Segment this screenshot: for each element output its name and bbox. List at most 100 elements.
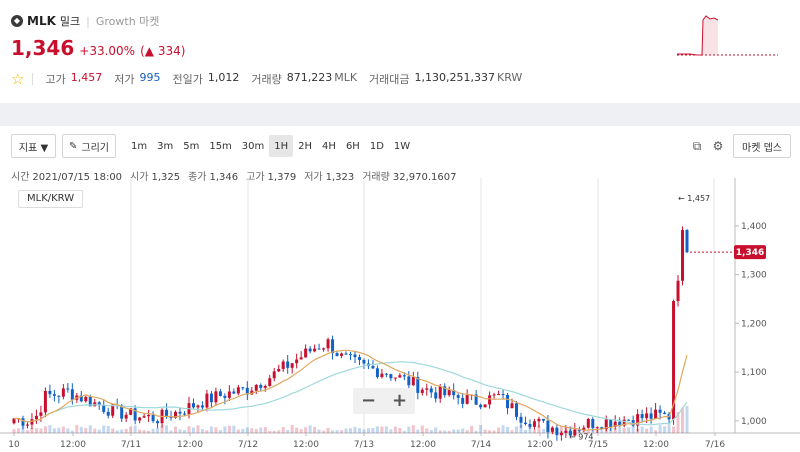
info-high: 고가 1,379	[246, 168, 296, 183]
volume-bar	[393, 426, 397, 433]
x-tick-label: 7/12	[238, 440, 258, 450]
candle-body	[497, 394, 501, 396]
candle-body	[218, 391, 222, 396]
candle-body	[380, 373, 384, 378]
market-depth-button[interactable]: 마켓 뎁스	[733, 134, 791, 158]
volume-bar	[25, 430, 29, 433]
candle-body	[384, 373, 388, 375]
gear-icon[interactable]: ⚙	[712, 139, 724, 153]
volume-bar	[555, 427, 559, 433]
volume-bar	[232, 425, 236, 433]
volume-bar	[492, 430, 496, 433]
x-tick-label: 12:00	[410, 440, 436, 450]
volume-bar	[461, 428, 465, 433]
candle-body	[393, 377, 397, 379]
volume-bar	[317, 429, 321, 433]
volume-bar	[295, 427, 299, 433]
volume-bar	[182, 430, 186, 433]
candle-body	[102, 405, 106, 412]
volume-bar	[263, 427, 267, 433]
stat-value: 1,457	[70, 71, 103, 84]
zoom-in-button[interactable]: +	[391, 390, 408, 411]
candle-body	[645, 413, 649, 419]
x-tick-label: 7/14	[471, 440, 491, 450]
volume-bar	[93, 428, 97, 433]
candle-body	[232, 391, 236, 394]
interval-1w[interactable]: 1W	[393, 140, 411, 152]
interval-1h[interactable]: 1H	[269, 135, 294, 157]
volume-bar	[12, 429, 16, 433]
volume-bar	[479, 425, 483, 433]
candle-body	[568, 430, 572, 436]
coin-logo-icon: ◆	[11, 15, 23, 27]
candle-body	[420, 389, 424, 393]
volume-bar	[129, 426, 133, 433]
interval-1m[interactable]: 1m	[131, 140, 148, 152]
candle-body	[259, 384, 263, 388]
interval-2h[interactable]: 2H	[298, 140, 313, 152]
zoom-control: − +	[353, 388, 415, 414]
volume-bar	[223, 426, 227, 433]
coin-title: ◆ MLK 밀크 | Growth 마켓	[11, 11, 159, 31]
volume-bar	[600, 430, 604, 433]
interval-4h[interactable]: 4H	[322, 140, 336, 152]
stat-label: 저가	[114, 73, 135, 86]
candle-body	[57, 395, 61, 397]
volume-bar	[523, 429, 527, 433]
volume-bar	[322, 430, 326, 433]
x-tick-label: 7/11	[121, 440, 141, 450]
interval-5m[interactable]: 5m	[183, 140, 200, 152]
volume-bar	[308, 425, 312, 433]
interval-3m[interactable]: 3m	[157, 140, 174, 152]
moving-average-short	[13, 349, 688, 431]
volume-bar	[174, 426, 178, 433]
volume-bar	[21, 425, 25, 433]
candle-body	[676, 280, 680, 302]
volume-bar	[79, 426, 83, 433]
candle-body	[129, 408, 133, 415]
candle-body	[411, 377, 415, 386]
volume-bar	[631, 426, 635, 433]
candle-body	[277, 368, 281, 372]
candle-body	[443, 386, 447, 396]
volume-bar	[510, 430, 514, 433]
stat-label: 거래대금	[369, 73, 410, 86]
candle-body	[582, 427, 586, 431]
candle-body	[483, 404, 487, 408]
interval-30m[interactable]: 30m	[241, 140, 265, 152]
interval-6h[interactable]: 6H	[345, 140, 360, 152]
volume-bar	[156, 428, 160, 433]
candle-body	[537, 418, 541, 422]
volume-bar	[200, 428, 204, 433]
candle-body	[43, 390, 47, 413]
indicator-button[interactable]: 지표 ▼	[11, 134, 56, 158]
candlestick-chart[interactable]: 1,400 1,300 1,200 1,100 1,000 10 12:00 7/11 12:0…	[0, 178, 800, 452]
divider	[32, 73, 34, 85]
volume-bar	[416, 429, 420, 433]
volume-bar	[120, 429, 124, 433]
interval-15m[interactable]: 15m	[209, 140, 232, 152]
ticker-header: ◆ MLK 밀크 | Growth 마켓 1,346 +33.00% (▲ 33…	[0, 0, 800, 103]
volume-bar	[573, 428, 577, 433]
candle-body	[156, 421, 160, 424]
candle-body	[595, 427, 599, 429]
candle-body	[389, 374, 393, 379]
volume-bar	[349, 428, 352, 433]
pair-label: MLK/KRW	[18, 190, 84, 208]
volume-bar	[434, 427, 438, 433]
price-row: 1,346 +33.00% (▲ 334)	[11, 36, 185, 60]
volume-bar	[52, 428, 56, 433]
x-tick-label: 7/15	[588, 440, 608, 450]
zoom-out-button[interactable]: −	[360, 390, 377, 411]
candle-body	[236, 387, 240, 394]
star-icon[interactable]: ☆	[11, 70, 25, 88]
candle-body	[25, 424, 29, 426]
external-link-icon[interactable]: ⧉	[692, 139, 702, 153]
candle-body	[191, 403, 195, 408]
volume-bar	[577, 430, 581, 433]
volume-bar	[447, 430, 451, 433]
info-low: 저가 1,323	[304, 168, 354, 183]
volume-bar	[241, 428, 245, 433]
draw-button[interactable]: ✎ 그리기	[62, 134, 116, 158]
interval-1d[interactable]: 1D	[369, 140, 384, 152]
